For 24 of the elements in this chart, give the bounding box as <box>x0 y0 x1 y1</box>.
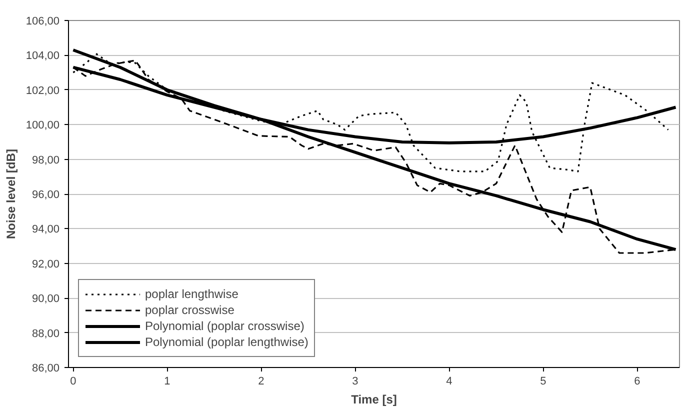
x-axis-title: Time [s] <box>351 392 397 406</box>
y-tick-label: 86,00 <box>32 362 60 374</box>
y-tick-label: 98,00 <box>32 154 60 166</box>
legend-label: poplar crosswise <box>145 302 234 318</box>
y-tick-label: 90,00 <box>32 293 60 306</box>
y-tick-label: 92,00 <box>32 258 60 270</box>
legend-label: Polynomial (poplar crosswise) <box>145 318 304 334</box>
y-axis-title: Noise level [dB] <box>4 148 18 240</box>
y-tick-label: 106,00 <box>26 16 60 28</box>
x-tick-label: 3 <box>352 376 358 388</box>
legend-label: Polynomial (poplar lengthwise) <box>145 334 308 350</box>
x-tick-label: 0 <box>70 376 76 388</box>
y-tick-label: 100,00 <box>26 120 60 132</box>
x-tick-label: 2 <box>258 376 264 388</box>
y-tick-label: 102,00 <box>26 84 60 97</box>
x-tick-label: 1 <box>164 376 170 388</box>
y-tick-label: 94,00 <box>32 224 60 236</box>
y-tick-label: 104,00 <box>26 50 60 62</box>
y-tick-label: 96,00 <box>32 189 60 201</box>
x-tick-label: 5 <box>540 376 546 388</box>
x-tick-label: 6 <box>634 376 640 388</box>
y-tick-label: 88,00 <box>32 328 60 340</box>
legend-label: poplar lengthwise <box>145 286 238 302</box>
x-tick-label: 4 <box>446 376 452 388</box>
